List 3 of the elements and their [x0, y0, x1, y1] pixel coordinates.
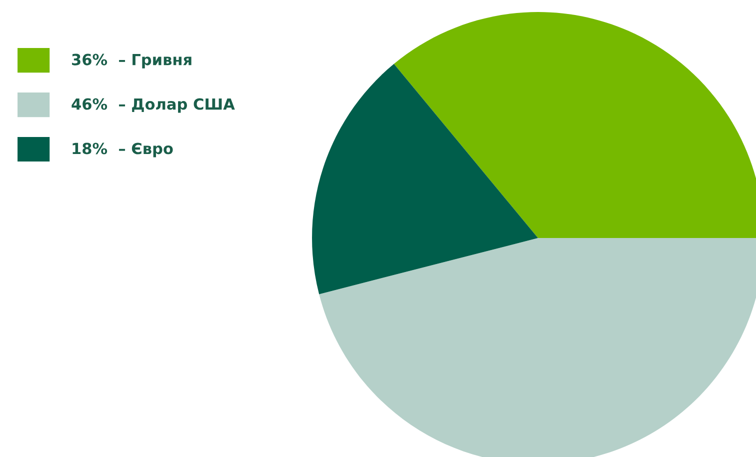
- legend-label: 36% – Гривня: [72, 54, 192, 68]
- legend-label: 18% – Євро: [72, 142, 173, 158]
- legend-label: 46% – Долар США: [72, 98, 235, 113]
